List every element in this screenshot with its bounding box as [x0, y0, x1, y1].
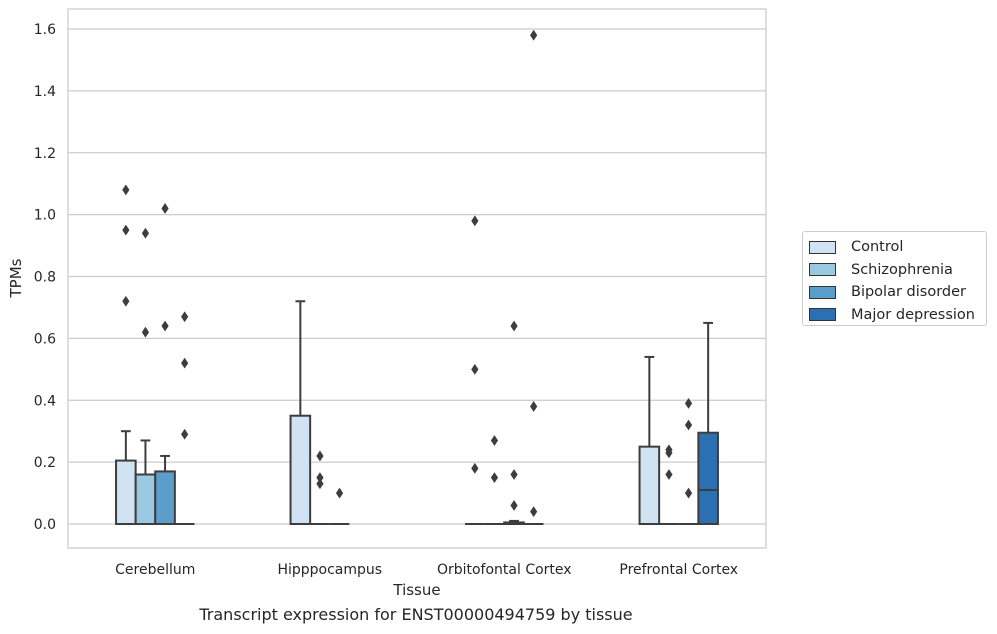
y-tick-label: 1.2 — [34, 146, 56, 162]
outlier-point — [161, 320, 169, 332]
outlier-point — [181, 428, 189, 440]
outlier-point — [471, 363, 479, 375]
legend-item-schizophrenia: Schizophrenia — [809, 259, 986, 282]
box-body — [154, 470, 176, 525]
plot-frame — [67, 8, 767, 549]
legend-item-major-depression: Major depression — [809, 304, 986, 327]
legend-item-control: Control — [809, 236, 986, 259]
legend-swatch-control — [809, 240, 836, 254]
legend-swatch-major-depression — [809, 308, 836, 322]
outlier-point — [161, 203, 169, 214]
box-body — [115, 459, 137, 525]
y-tick-label: 1.4 — [34, 84, 56, 100]
outlier-point — [471, 215, 479, 227]
box-orbitofontal-cortex-schizophrenia — [484, 435, 505, 525]
x-tick-label-orbitofontal-cortex: Orbitofontal Cortex — [437, 562, 572, 578]
box-prefrontal-cortex-major-depression — [697, 321, 719, 525]
legend-label-bipolar-disorder: Bipolar disorder — [851, 284, 966, 301]
box-hipppocampus-schizophrenia — [310, 450, 330, 525]
legend-label-major-depression: Major depression — [851, 306, 975, 323]
outlier-point — [181, 311, 189, 323]
outlier-point — [471, 462, 479, 474]
box-body — [134, 473, 157, 525]
box-orbitofontal-cortex-major-depression — [523, 29, 544, 525]
outlier-point — [122, 295, 130, 307]
box-orbitofontal-cortex-bipolar-disorder — [503, 320, 525, 525]
outlier-point — [510, 469, 518, 480]
legend-swatch-schizophrenia — [809, 263, 836, 277]
outlier-point — [141, 227, 150, 239]
outlier-point — [530, 29, 538, 41]
box-cerebellum-schizophrenia — [134, 227, 157, 525]
box-cerebellum-major-depression — [174, 311, 195, 525]
x-axis-ticks: Cerebellum Hipppocampus Orbitofontal Corte… — [115, 562, 738, 578]
box-body — [697, 431, 719, 525]
outlier-point — [335, 487, 344, 499]
outlier-point — [684, 487, 693, 499]
outlier-point — [316, 472, 324, 483]
y-tick-label: 1.6 — [34, 22, 56, 38]
outlier-point — [490, 435, 499, 446]
gridlines — [68, 28, 766, 525]
box-prefrontal-cortex-control — [638, 355, 661, 525]
outlier-point — [181, 357, 189, 369]
outlier-point — [510, 320, 518, 332]
box-body — [289, 414, 312, 525]
y-tick-label: 0.0 — [34, 517, 56, 533]
box-hipppocampus-bipolar-disorder — [329, 487, 350, 525]
box-cerebellum-control — [115, 184, 137, 525]
legend-item-bipolar-disorder: Bipolar disorder — [809, 281, 986, 304]
box-plot-series — [115, 29, 719, 525]
outlier-point — [510, 500, 518, 511]
legend-label-schizophrenia: Schizophrenia — [851, 261, 953, 278]
y-axis-ticks: 0.0 0.2 0.4 0.6 0.8 1.0 1.2 1.4 1.6 — [34, 22, 56, 533]
box-body — [638, 445, 661, 525]
legend: Control Schizophrenia Bipolar disorder M… — [802, 231, 987, 326]
box-prefrontal-cortex-bipolar-disorder — [678, 397, 699, 525]
outlier-point — [684, 397, 693, 409]
box-hipppocampus-control — [289, 300, 312, 525]
outlier-point — [684, 419, 693, 431]
y-tick-label: 1.0 — [34, 208, 56, 224]
outlier-point — [141, 326, 150, 338]
x-axis-label: Tissue — [392, 581, 440, 599]
outlier-point — [665, 447, 673, 459]
outlier-point — [122, 224, 130, 236]
outlier-point — [665, 469, 673, 480]
box-cerebellum-bipolar-disorder — [154, 203, 176, 525]
outlier-point — [530, 506, 538, 518]
outlier-point — [316, 450, 324, 462]
outlier-point — [490, 472, 499, 483]
box-prefrontal-cortex-schizophrenia — [659, 444, 679, 525]
y-tick-label: 0.8 — [34, 270, 56, 286]
legend-label-control: Control — [851, 239, 904, 256]
y-tick-label: 0.4 — [34, 393, 56, 409]
y-axis-label: TPMs — [7, 258, 25, 298]
y-tick-label: 0.6 — [34, 331, 56, 347]
box-orbitofontal-cortex-control — [465, 215, 485, 525]
legend-swatch-bipolar-disorder — [809, 285, 836, 299]
figure-caption: Transcript expression for ENST0000049475… — [199, 605, 633, 624]
outlier-point — [530, 401, 538, 412]
x-tick-label-prefrontal-cortex: Prefrontal Cortex — [619, 562, 738, 578]
y-tick-label: 0.2 — [34, 455, 56, 471]
x-tick-label-hipppocampus: Hipppocampus — [277, 562, 382, 578]
outlier-point — [316, 478, 324, 490]
x-tick-label-cerebellum: Cerebellum — [115, 562, 195, 578]
outlier-point — [122, 184, 130, 196]
